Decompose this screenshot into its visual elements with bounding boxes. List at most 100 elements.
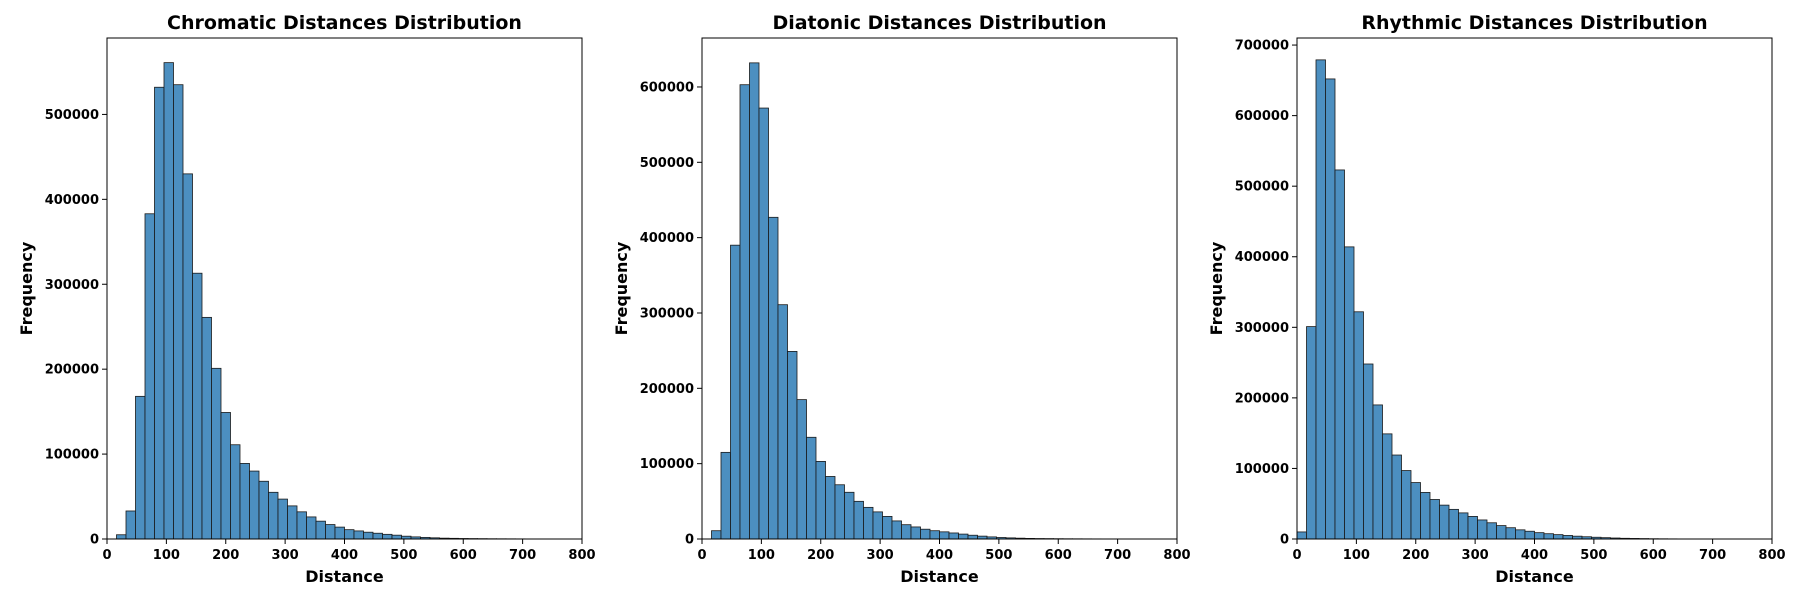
y-axis-label: Frequency — [17, 241, 36, 335]
y-tick-label: 100000 — [1235, 462, 1289, 477]
x-tick-label: 0 — [102, 548, 111, 563]
histogram-bar — [1553, 534, 1564, 540]
histogram-bar — [353, 530, 364, 540]
histogram-bar — [1410, 482, 1421, 540]
x-tick-label: 300 — [1462, 548, 1489, 563]
histogram-bar — [872, 511, 883, 540]
histogram-bar — [844, 491, 855, 540]
chart-panel-1: 0 100 200 300 400 500 600 700 800 0 100000 200000 30… — [17, 12, 596, 586]
histogram-bar — [853, 500, 864, 540]
histogram-bar — [1296, 531, 1307, 540]
x-axis-label: Distance — [1495, 567, 1574, 586]
histogram-bar — [882, 516, 893, 540]
histogram-bar — [135, 395, 146, 540]
histogram-bar — [182, 173, 193, 540]
histogram-bar — [325, 524, 336, 540]
histogram-bar — [230, 444, 241, 540]
x-tick-label: 0 — [697, 548, 706, 563]
histogram-bar — [1306, 326, 1317, 540]
histogram-bar — [777, 304, 788, 540]
histogram-bar — [891, 520, 902, 540]
y-tick-label: 300000 — [1235, 321, 1289, 336]
x-tick-label: 800 — [568, 548, 595, 563]
y-tick-label: 700000 — [1235, 39, 1289, 54]
histogram-bar — [220, 412, 231, 540]
x-tick-label: 600 — [1640, 548, 1667, 563]
y-tick-label: 200000 — [45, 363, 99, 378]
x-tick-label: 500 — [390, 548, 417, 563]
y-tick-label: 600000 — [1235, 109, 1289, 124]
y-tick-label: 300000 — [45, 278, 99, 293]
histogram-bar — [1515, 529, 1526, 540]
histogram-bar — [163, 62, 174, 540]
histogram-bar — [1562, 535, 1573, 540]
y-tick-label: 500000 — [1235, 180, 1289, 195]
y-tick-label: 400000 — [1235, 250, 1289, 265]
histogram-bar — [711, 530, 722, 540]
x-tick-label: 700 — [509, 548, 536, 563]
y-tick-label: 0 — [1280, 533, 1289, 548]
histogram-bar — [1325, 78, 1336, 540]
histogram-bar — [815, 460, 826, 540]
histogram-bar — [730, 244, 741, 540]
x-tick-label: 0 — [1292, 548, 1301, 563]
histogram-bar — [720, 451, 731, 540]
histogram-bar — [268, 491, 279, 540]
histogram-bar — [1420, 492, 1431, 540]
x-tick-label: 500 — [985, 548, 1012, 563]
x-tick-label: 400 — [1521, 548, 1548, 563]
y-tick-label: 300000 — [640, 306, 694, 321]
histogram-bar — [758, 107, 769, 540]
y-tick-label: 500000 — [45, 108, 99, 123]
histogram-bar — [277, 498, 288, 540]
histogram-bar — [834, 484, 845, 540]
x-tick-label: 700 — [1104, 548, 1131, 563]
histogram-bar — [1401, 470, 1412, 540]
chart-panel-3: 0 100 200 300 400 500 600 700 800 0 100000 200000 30… — [1207, 12, 1786, 586]
histogram-bar — [1496, 525, 1507, 540]
histogram-bar — [344, 529, 355, 540]
histogram-bar — [125, 510, 136, 540]
histogram-bar — [315, 520, 326, 540]
histogram-bar — [939, 531, 950, 540]
x-axis-label: Distance — [305, 567, 384, 586]
x-tick-label: 500 — [1580, 548, 1607, 563]
x-tick-label: 200 — [807, 548, 834, 563]
histogram-bar — [910, 526, 921, 540]
histogram-bar — [806, 436, 817, 540]
y-axis-label: Frequency — [1207, 241, 1226, 335]
histogram-bar — [363, 531, 374, 540]
y-tick-label: 400000 — [640, 231, 694, 246]
histogram-bar — [211, 367, 222, 540]
histogram-bar — [920, 528, 931, 540]
histogram-bar — [1486, 522, 1497, 540]
x-tick-label: 800 — [1758, 548, 1785, 563]
histogram-bar — [825, 476, 836, 540]
histogram-bar — [239, 463, 250, 540]
histogram-bar — [1429, 499, 1440, 540]
y-tick-label: 0 — [685, 533, 694, 548]
histogram-bar — [1372, 404, 1383, 540]
histogram-bar — [796, 399, 807, 540]
histogram-bar — [372, 532, 383, 540]
histogram-bar — [296, 511, 307, 540]
histogram-bar — [382, 533, 393, 540]
histogram-bar — [739, 84, 750, 540]
histogram-bar — [1448, 508, 1459, 540]
x-tick-label: 200 — [212, 548, 239, 563]
x-axis-label: Distance — [900, 567, 979, 586]
x-tick-label: 100 — [748, 548, 775, 563]
x-tick-label: 100 — [1343, 548, 1370, 563]
histogram-bar — [901, 524, 912, 540]
histogram-bar — [287, 505, 298, 540]
histogram-bar — [306, 516, 317, 540]
x-tick-label: 400 — [926, 548, 953, 563]
x-tick-label: 100 — [153, 548, 180, 563]
histogram-bar — [201, 316, 212, 540]
histogram-bar — [1543, 533, 1554, 540]
histogram-bar — [863, 506, 874, 540]
histogram-bar — [144, 213, 155, 540]
histogram-bar — [249, 470, 260, 540]
histogram-bar — [1458, 512, 1469, 540]
